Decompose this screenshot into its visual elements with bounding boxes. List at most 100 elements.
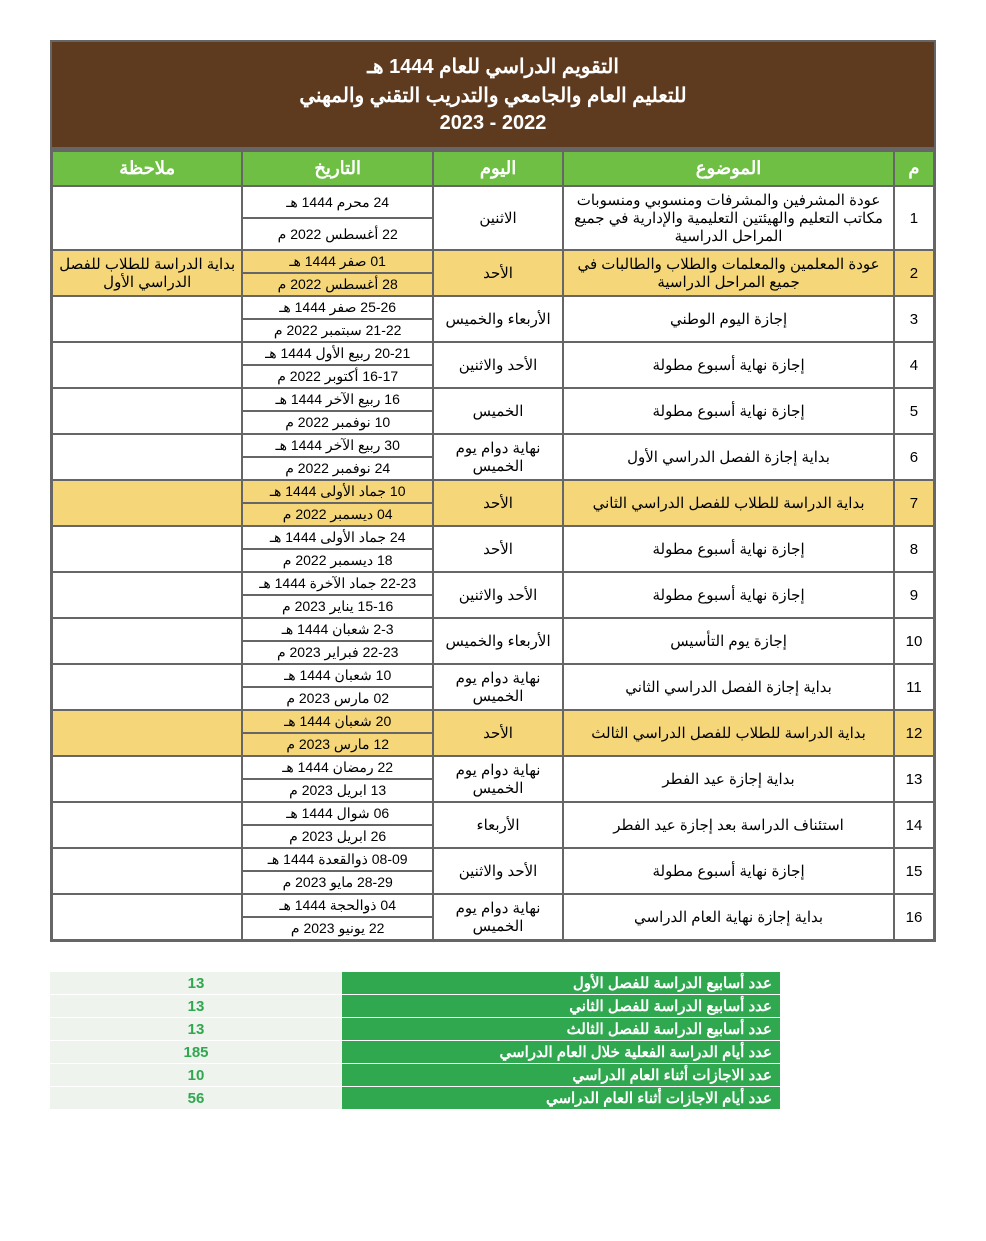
cell-note (52, 342, 242, 388)
summary-value: 56 (50, 1087, 342, 1110)
cell-date-hijri: 20-21 ربيع الأول 1444 هـ (242, 342, 432, 365)
cell-date-greg: 22 أغسطس 2022 م (242, 218, 432, 250)
cell-date-greg: 18 ديسمبر 2022 م (242, 549, 432, 572)
cell-note (52, 572, 242, 618)
cell-day: نهاية دوام يوم الخميس (433, 756, 563, 802)
cell-subject: إجازة نهاية أسبوع مطولة (563, 572, 894, 618)
cell-day: الأربعاء والخميس (433, 618, 563, 664)
summary-label: عدد أسابيع الدراسة للفصل الثالث (342, 1018, 780, 1041)
summary-row: عدد أسابيع الدراسة للفصل الثالث13 (50, 1018, 780, 1041)
cell-subject: إجازة يوم التأسيس (563, 618, 894, 664)
cell-day: الأحد والاثنين (433, 342, 563, 388)
cell-day: الاثنين (433, 186, 563, 250)
col-header-subject: الموضوع (563, 151, 894, 186)
cell-date-greg: 26 ابريل 2023 م (242, 825, 432, 848)
cell-subject: بداية الدراسة للطلاب للفصل الدراسي الثان… (563, 480, 894, 526)
table-row: 5إجازة نهاية أسبوع مطولةالخميس16 ربيع ال… (52, 388, 934, 411)
table-row: 2عودة المعلمين والمعلمات والطلاب والطالب… (52, 250, 934, 273)
cell-note (52, 710, 242, 756)
cell-note (52, 388, 242, 434)
col-header-num: م (894, 151, 934, 186)
cell-date-hijri: 22 رمضان 1444 هـ (242, 756, 432, 779)
cell-subject: إجازة اليوم الوطني (563, 296, 894, 342)
header-row: م الموضوع اليوم التاريخ ملاحظة (52, 151, 934, 186)
cell-date-hijri: 24 جماد الأولى 1444 هـ (242, 526, 432, 549)
summary-row: عدد الاجازات أثناء العام الدراسي10 (50, 1064, 780, 1087)
cell-day: الأحد (433, 250, 563, 296)
table-row: 10إجازة يوم التأسيسالأربعاء والخميس2-3 ش… (52, 618, 934, 641)
cell-day: نهاية دوام يوم الخميس (433, 434, 563, 480)
cell-day: الأربعاء (433, 802, 563, 848)
cell-day: نهاية دوام يوم الخميس (433, 664, 563, 710)
cell-day: الخميس (433, 388, 563, 434)
cell-note: بداية الدراسة للطلاب للفصل الدراسي الأول (52, 250, 242, 296)
table-row: 1عودة المشرفين والمشرفات ومنسوبي ومنسوبا… (52, 186, 934, 218)
cell-date-hijri: 20 شعبان 1444 هـ (242, 710, 432, 733)
summary-label: عدد أسابيع الدراسة للفصل الأول (342, 972, 780, 995)
cell-date-hijri: 24 محرم 1444 هـ (242, 186, 432, 218)
summary-value: 13 (50, 995, 342, 1018)
cell-num: 9 (894, 572, 934, 618)
cell-date-greg: 04 ديسمبر 2022 م (242, 503, 432, 526)
table-row: 6بداية إجازة الفصل الدراسي الأولنهاية دو… (52, 434, 934, 457)
cell-date-hijri: 06 شوال 1444 هـ (242, 802, 432, 825)
col-header-note: ملاحظة (52, 151, 242, 186)
cell-date-hijri: 25-26 صفر 1444 هـ (242, 296, 432, 319)
cell-date-greg: 16-17 أكتوبر 2022 م (242, 365, 432, 388)
cell-day: الأحد (433, 526, 563, 572)
cell-num: 4 (894, 342, 934, 388)
cell-note (52, 848, 242, 894)
cell-date-hijri: 08-09 ذوالقعدة 1444 هـ (242, 848, 432, 871)
cell-subject: عودة المشرفين والمشرفات ومنسوبي ومنسوبات… (563, 186, 894, 250)
cell-date-greg: 13 ابريل 2023 م (242, 779, 432, 802)
cell-date-greg: 28-29 مايو 2023 م (242, 871, 432, 894)
cell-num: 15 (894, 848, 934, 894)
cell-note (52, 664, 242, 710)
cell-note (52, 296, 242, 342)
cell-date-greg: 21-22 سبتمبر 2022 م (242, 319, 432, 342)
summary-row: عدد أسابيع الدراسة للفصل الأول13 (50, 972, 780, 995)
cell-date-greg: 24 نوفمبر 2022 م (242, 457, 432, 480)
cell-day: الأحد والاثنين (433, 572, 563, 618)
summary-table: عدد أسابيع الدراسة للفصل الأول13عدد أساب… (50, 972, 780, 1110)
table-row: 13بداية إجازة عيد الفطرنهاية دوام يوم ال… (52, 756, 934, 779)
col-header-date: التاريخ (242, 151, 432, 186)
cell-num: 16 (894, 894, 934, 940)
cell-num: 7 (894, 480, 934, 526)
summary-label: عدد أيام الاجازات أثناء العام الدراسي (342, 1087, 780, 1110)
cell-subject: إجازة نهاية أسبوع مطولة (563, 388, 894, 434)
summary-value: 13 (50, 1018, 342, 1041)
summary-value: 13 (50, 972, 342, 995)
calendar-table: م الموضوع اليوم التاريخ ملاحظة 1عودة الم… (50, 149, 936, 942)
cell-note (52, 618, 242, 664)
table-row: 9إجازة نهاية أسبوع مطولةالأحد والاثنين22… (52, 572, 934, 595)
summary-label: عدد الاجازات أثناء العام الدراسي (342, 1064, 780, 1087)
cell-num: 5 (894, 388, 934, 434)
cell-subject: إجازة نهاية أسبوع مطولة (563, 526, 894, 572)
cell-date-hijri: 2-3 شعبان 1444 هـ (242, 618, 432, 641)
cell-date-hijri: 01 صفر 1444 هـ (242, 250, 432, 273)
cell-date-greg: 02 مارس 2023 م (242, 687, 432, 710)
cell-num: 2 (894, 250, 934, 296)
cell-num: 1 (894, 186, 934, 250)
cell-day: نهاية دوام يوم الخميس (433, 894, 563, 940)
table-row: 3إجازة اليوم الوطنيالأربعاء والخميس25-26… (52, 296, 934, 319)
table-row: 7بداية الدراسة للطلاب للفصل الدراسي الثا… (52, 480, 934, 503)
cell-note (52, 756, 242, 802)
summary-value: 10 (50, 1064, 342, 1087)
cell-subject: بداية إجازة عيد الفطر (563, 756, 894, 802)
cell-note (52, 434, 242, 480)
cell-num: 6 (894, 434, 934, 480)
cell-note (52, 186, 242, 250)
cell-num: 14 (894, 802, 934, 848)
summary-label: عدد أسابيع الدراسة للفصل الثاني (342, 995, 780, 1018)
cell-note (52, 480, 242, 526)
cell-num: 10 (894, 618, 934, 664)
cell-date-greg: 15-16 يناير 2023 م (242, 595, 432, 618)
cell-date-hijri: 10 جماد الأولى 1444 هـ (242, 480, 432, 503)
cell-note (52, 802, 242, 848)
cell-subject: بداية الدراسة للطلاب للفصل الدراسي الثال… (563, 710, 894, 756)
title-line-3: 2022 - 2023 (60, 112, 926, 135)
cell-subject: بداية إجازة الفصل الدراسي الثاني (563, 664, 894, 710)
table-row: 12بداية الدراسة للطلاب للفصل الدراسي الث… (52, 710, 934, 733)
